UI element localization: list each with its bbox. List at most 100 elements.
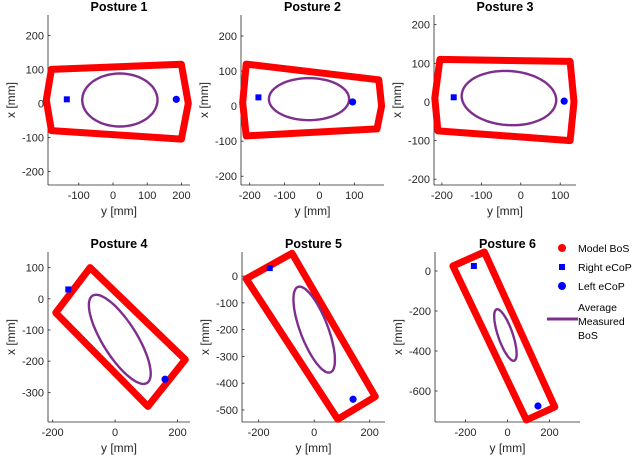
x-tick-label: 100	[345, 190, 363, 202]
subplot-title: Posture 2	[284, 0, 341, 14]
x-tick-label: 200	[168, 427, 186, 439]
subplot-grid: Posture 1 -100 0 100 200 -200 -100 0 100 200 y [mm…	[4, 0, 580, 455]
y-tick-label: 100	[219, 66, 237, 78]
y-tick-label: 0	[38, 294, 44, 306]
x-tick-label: -100	[470, 190, 492, 202]
x-tick-label: 0	[316, 190, 322, 202]
y-axis-label: x [mm]	[391, 319, 405, 355]
x-axis-label: y [mm]	[101, 204, 137, 218]
measured-bos-ellipse	[493, 307, 518, 363]
model-bos-outline	[42, 60, 192, 143]
legend-label: Average	[578, 302, 617, 314]
y-tick-label: 0	[231, 101, 237, 113]
x-tick-label: -200	[42, 427, 64, 439]
measured-bos-ellipse	[292, 285, 337, 374]
legend-square-marker-icon	[559, 264, 565, 270]
subplot-posture-2: Posture 2 -200 -100 0 100 -200 -100 0 100 200 y [m…	[197, 0, 386, 218]
x-tick-label: -200	[431, 190, 453, 202]
legend-entry-right-ecop: Right eCoP	[559, 262, 632, 274]
axes	[241, 252, 385, 423]
y-axis-label: x [mm]	[4, 319, 18, 355]
y-tick-label: -200	[408, 174, 430, 186]
y-tick-label: 200	[219, 31, 237, 43]
y-tick-label: -100	[215, 136, 237, 148]
x-tick-label: -100	[68, 190, 90, 202]
x-tick-label: -100	[274, 190, 296, 202]
x-tick-label: -200	[454, 427, 476, 439]
subplot-title: Posture 4	[91, 237, 148, 251]
y-tick-label: -400	[216, 378, 238, 390]
x-tick-label: 200	[172, 190, 190, 202]
legend-label: Left eCoP	[578, 281, 625, 293]
y-tick-label: 100	[26, 64, 44, 76]
right-ecop-marker	[470, 263, 477, 269]
y-tick-label: -100	[22, 325, 44, 337]
x-tick-label: 0	[504, 427, 510, 439]
x-tick-label: -200	[239, 190, 261, 202]
x-tick-label: 200	[361, 427, 379, 439]
y-axis-label: x [mm]	[390, 82, 404, 118]
legend-entry-left-ecop: Left eCoP	[558, 281, 625, 293]
y-tick-label: 200	[26, 30, 44, 42]
right-ecop-marker	[255, 94, 262, 101]
y-tick-label: 0	[425, 266, 431, 278]
subplot-title: Posture 6	[479, 237, 536, 251]
legend-entry-model-bos: Model BoS	[558, 243, 629, 255]
subplot-posture-1: Posture 1 -100 0 100 200 -200 -100 0 100 200 y [mm…	[4, 0, 192, 218]
y-tick-label: -200	[215, 171, 237, 183]
x-axis-label: y [mm]	[490, 441, 526, 455]
left-ecop-marker	[161, 375, 169, 383]
x-tick-label: 0	[518, 190, 524, 202]
model-bos-outline	[239, 60, 386, 140]
right-ecop-marker	[63, 96, 70, 103]
x-tick-label: 0	[112, 427, 118, 439]
x-tick-label: 100	[551, 190, 569, 202]
left-ecop-marker	[534, 402, 542, 410]
y-tick-label: -100	[22, 132, 44, 144]
right-ecop-marker	[266, 265, 273, 272]
right-ecop-marker	[450, 94, 457, 101]
y-tick-label: -300	[22, 387, 44, 399]
legend-label: BoS	[578, 330, 598, 342]
subplot-posture-4: Posture 4 -200 0 200 -300 -200 0 -100 100 y [mm] x…	[4, 237, 190, 455]
legend-label: Right eCoP	[578, 262, 632, 274]
y-tick-label: -200	[409, 306, 431, 318]
x-axis-label: y [mm]	[101, 441, 137, 455]
y-tick-label: 100	[26, 263, 44, 275]
axes	[47, 252, 190, 423]
x-tick-label: 0	[110, 190, 116, 202]
legend-entry-average-measured-bos: Average Measured BoS	[547, 302, 625, 342]
model-bos-outline	[242, 249, 379, 423]
y-tick-label: 0	[38, 98, 44, 110]
left-ecop-marker	[560, 97, 568, 105]
x-tick-label: 0	[311, 427, 317, 439]
y-tick-label: -200	[22, 166, 44, 178]
x-axis-label: y [mm]	[295, 204, 331, 218]
y-tick-label: 0	[232, 271, 238, 283]
subplot-title: Posture 5	[285, 237, 342, 251]
model-bos-outline	[52, 264, 189, 410]
subplot-title: Posture 1	[91, 0, 148, 14]
y-axis-label: x [mm]	[197, 82, 211, 118]
axes	[240, 15, 384, 186]
subplot-posture-3: Posture 3 -200 -100 0 100 -200 -100 0 100 200 y [m…	[390, 0, 578, 218]
y-tick-label: -500	[216, 405, 238, 417]
legend: Model BoS Right eCoP Left eCoP Average Measu…	[547, 243, 632, 342]
x-tick-label: 100	[138, 190, 156, 202]
model-bos-outline	[449, 248, 559, 424]
y-tick-label: 100	[412, 58, 430, 70]
y-tick-label: -100	[408, 136, 430, 148]
x-axis-label: y [mm]	[487, 204, 523, 218]
y-tick-label: -100	[216, 298, 238, 310]
y-tick-label: -600	[409, 386, 431, 398]
y-tick-label: 200	[412, 20, 430, 32]
subplot-posture-5: Posture 5 -200 0 200 -500 -400 -300 -200 -100 0 y …	[198, 237, 385, 455]
legend-label: Model BoS	[578, 243, 629, 255]
subplot-posture-6: Posture 6 -200 0 200 -600 -400 -200 0 y [mm] x [m…	[391, 237, 580, 455]
x-tick-label: -200	[248, 427, 270, 439]
legend-circle-marker-icon	[558, 282, 566, 290]
y-axis-label: x [mm]	[4, 82, 18, 118]
measured-bos-ellipse	[460, 69, 558, 127]
y-tick-label: -200	[22, 356, 44, 368]
left-ecop-marker	[349, 395, 357, 403]
